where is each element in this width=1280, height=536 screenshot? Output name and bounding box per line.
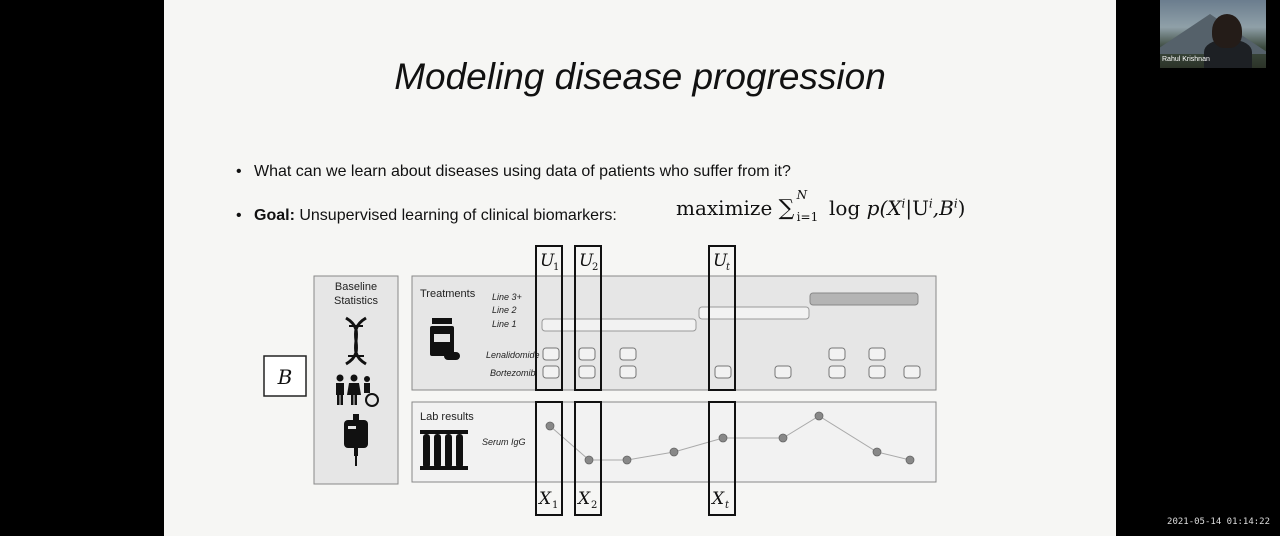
xt-sub: t [725,500,730,511]
drug2-label: Bortezomib [490,368,536,378]
xt-column [708,401,736,516]
line1-label: Line 1 [492,319,517,329]
x1-sub: 1 [552,500,558,511]
u1-column [535,245,563,391]
line2-label: Line 2 [492,305,517,315]
dose-marker [868,365,886,379]
ut-column [708,245,736,391]
pill-bottle-icon [430,318,460,360]
dose-marker [619,347,637,361]
xt-label: X [710,489,725,509]
slide: Modeling disease progression • What can w… [164,0,1116,536]
slide-title: Modeling disease progression [394,56,886,97]
dose-marker [774,365,792,379]
people-icon [336,374,379,407]
formula-sup-1: i [901,196,906,211]
iv-bag-icon [344,414,368,466]
sum-upper: N [796,188,808,202]
serum-point [872,447,882,457]
disease-diagram: B Baseline Statistics Treatmen [263,245,937,516]
formula-given: |U [905,196,929,220]
ut-label: U [713,251,728,271]
u2-column [574,245,602,391]
u1-sub: 1 [553,262,559,273]
line1-bar [541,318,697,332]
serum-points [545,411,915,465]
formula-body: p(X [866,196,902,220]
serum-point [718,433,728,443]
baseline-label-1: Baseline [335,281,377,293]
bullet-question: • What can we learn about diseases using … [236,163,791,181]
treatments-label: Treatments [420,288,476,300]
line2-bar [698,306,810,320]
b-box [263,355,307,397]
dose-marker [714,365,732,379]
formula-maximize: maximize [676,196,773,220]
sum-sign: ∑ [778,196,795,221]
bullet-dot: • [236,207,242,224]
line3-label: Line 3+ [492,292,522,302]
webcam-thumbnail[interactable]: Rahul Krishnan [1160,0,1266,68]
bullet-dot: • [236,163,242,180]
x1-column [535,401,563,516]
dose-marker [542,347,560,361]
dose-marker [868,347,886,361]
drug1-label: Lenalidomide [486,350,540,360]
serum-point [814,411,824,421]
sum-lower: i=1 [796,210,819,224]
line3-bar [809,292,919,306]
serum-point [584,455,594,465]
dose-marker [542,365,560,379]
u1-label: U [540,251,555,271]
dose-marker [619,365,637,379]
u2-sub: 2 [592,262,598,273]
dose-marker [578,365,596,379]
formula-tail: ,B [932,196,954,220]
test-tubes-icon [420,430,468,470]
lab-results-panel [411,401,937,483]
webcam-person-head [1212,14,1242,48]
dose-marker [578,347,596,361]
x1-label: X [537,489,552,509]
lenalidomide-doses [542,347,886,361]
formula-log: log [829,196,861,220]
formula-close: ) [957,196,966,220]
goal-text: Unsupervised learning of clinical biomar… [294,207,617,224]
dose-marker [903,365,921,379]
b-label: B [277,365,293,389]
serum-point [622,455,632,465]
u2-label: U [579,251,594,271]
formula-sup-3: i [953,196,958,211]
bullet-question-text: What can we learn about diseases using d… [254,163,791,180]
dose-marker [828,365,846,379]
lab-results-label: Lab results [420,411,474,423]
bortezomib-doses [542,365,921,379]
serum-label: Serum IgG [482,437,526,447]
serum-point [905,455,915,465]
timestamp: 2021-05-14 01:14:22 [1167,517,1270,527]
x2-sub: 2 [591,500,597,511]
serum-point [545,421,555,431]
x2-label: X [576,489,591,509]
dna-icon [345,316,367,366]
serum-point [778,433,788,443]
x2-column [574,401,602,516]
goal-label: Goal: [254,207,295,224]
webcam-name: Rahul Krishnan [1162,56,1210,63]
serum-point [669,447,679,457]
dose-marker [828,347,846,361]
ut-sub: t [726,262,731,273]
formula-sup-2: i [928,196,933,211]
baseline-label-2: Statistics [334,295,379,307]
bullet-goal: • Goal: Unsupervised learning of clinical… [236,207,617,225]
